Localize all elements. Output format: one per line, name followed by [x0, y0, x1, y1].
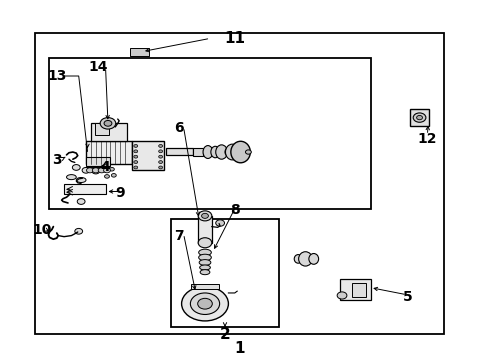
Circle shape [100, 118, 116, 129]
Circle shape [109, 167, 114, 171]
Circle shape [215, 220, 224, 226]
Circle shape [198, 238, 211, 248]
Circle shape [245, 150, 251, 154]
Bar [409, 109, 428, 126]
Text: 2: 2 [219, 327, 230, 342]
Bar [130, 48, 149, 56]
Circle shape [158, 166, 162, 169]
Circle shape [201, 213, 208, 219]
Text: 9: 9 [115, 185, 125, 199]
Ellipse shape [215, 145, 227, 159]
Circle shape [86, 168, 93, 173]
Circle shape [103, 168, 108, 172]
Circle shape [412, 113, 425, 122]
Text: 6: 6 [174, 121, 183, 135]
Ellipse shape [198, 254, 211, 261]
Text: 11: 11 [224, 31, 245, 46]
Circle shape [416, 116, 422, 120]
Ellipse shape [66, 175, 76, 180]
Circle shape [103, 168, 110, 173]
Bar [351, 283, 366, 297]
Circle shape [158, 150, 162, 153]
Circle shape [111, 174, 116, 177]
Ellipse shape [225, 144, 239, 160]
Ellipse shape [199, 260, 210, 265]
Circle shape [134, 144, 138, 147]
Ellipse shape [200, 270, 209, 275]
Ellipse shape [230, 141, 250, 163]
Circle shape [158, 161, 162, 163]
Text: 5: 5 [402, 289, 412, 303]
Ellipse shape [76, 177, 86, 183]
Circle shape [134, 155, 138, 158]
Bar [190, 284, 219, 289]
Bar [198, 216, 211, 243]
Text: 3: 3 [52, 153, 61, 167]
Ellipse shape [199, 265, 210, 270]
Circle shape [72, 165, 80, 170]
Bar [166, 148, 193, 155]
Text: 10: 10 [32, 223, 52, 237]
Circle shape [134, 161, 138, 163]
Circle shape [336, 292, 346, 299]
Circle shape [134, 166, 138, 169]
Circle shape [98, 168, 105, 173]
Bar [64, 184, 105, 194]
Bar [49, 58, 370, 209]
Text: 8: 8 [229, 203, 239, 217]
Ellipse shape [308, 253, 318, 264]
Text: 14: 14 [88, 60, 108, 74]
Circle shape [158, 155, 162, 158]
Circle shape [92, 168, 99, 173]
Text: 7: 7 [174, 229, 183, 243]
Text: 1: 1 [234, 341, 244, 356]
Text: 13: 13 [47, 69, 66, 83]
Bar [132, 140, 163, 170]
Bar [95, 123, 109, 135]
Circle shape [181, 287, 228, 321]
Bar [193, 148, 203, 156]
Circle shape [92, 168, 100, 174]
Circle shape [104, 121, 112, 126]
Bar [86, 140, 132, 164]
Circle shape [77, 199, 85, 204]
Bar [91, 123, 127, 140]
Ellipse shape [203, 145, 212, 158]
Bar [171, 220, 278, 327]
Ellipse shape [294, 255, 302, 263]
Ellipse shape [198, 249, 211, 256]
Circle shape [197, 298, 212, 309]
Circle shape [75, 228, 82, 234]
Circle shape [82, 167, 90, 173]
Circle shape [190, 293, 219, 315]
Circle shape [198, 211, 211, 221]
Bar [86, 157, 110, 166]
Circle shape [158, 144, 162, 147]
Ellipse shape [224, 148, 231, 156]
Bar [35, 33, 444, 334]
Ellipse shape [210, 146, 219, 158]
Circle shape [134, 150, 138, 153]
Circle shape [104, 175, 109, 178]
Text: 12: 12 [417, 132, 436, 146]
Text: 4: 4 [101, 161, 110, 175]
Ellipse shape [298, 252, 312, 266]
Bar [339, 279, 370, 300]
